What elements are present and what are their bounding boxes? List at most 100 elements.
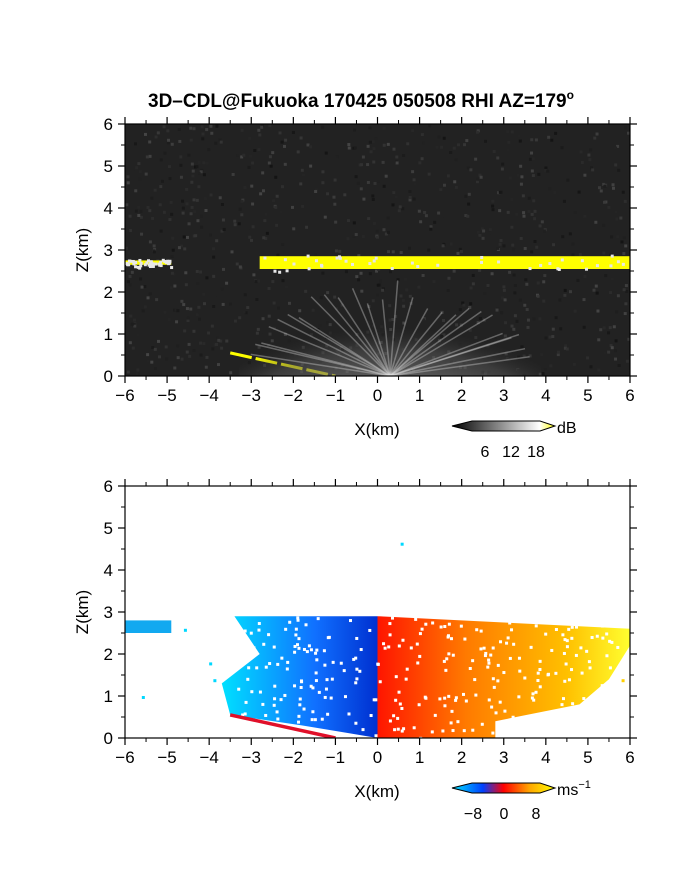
noise-pixel (135, 372, 139, 376)
gap-pixel (347, 712, 351, 716)
gap-pixel (299, 685, 303, 689)
noise-pixel (251, 225, 255, 229)
noise-pixel (624, 126, 628, 130)
noise-pixel (128, 283, 132, 287)
noise-pixel (215, 124, 219, 128)
gap-pixel (241, 713, 245, 717)
noise-pixel (208, 233, 212, 237)
gap-pixel (530, 696, 534, 700)
noise-pixel (611, 183, 615, 187)
gap-pixel (324, 687, 328, 691)
noise-pixel (454, 158, 458, 162)
noise-pixel (243, 293, 247, 297)
gap-pixel (445, 657, 449, 661)
gap-pixel (302, 647, 306, 651)
noise-pixel (205, 355, 209, 359)
gap-pixel (359, 648, 363, 652)
noise-pixel (220, 287, 224, 291)
gap-pixel (355, 636, 359, 640)
gap-pixel (300, 680, 304, 684)
noise-pixel (199, 270, 203, 274)
noise-pixel (281, 242, 285, 246)
fan-ray (389, 311, 443, 376)
cloud-speckle (410, 261, 414, 265)
noise-pixel (152, 244, 156, 248)
gap-pixel (383, 646, 387, 650)
noise-pixel (480, 227, 484, 231)
noise-pixel (219, 339, 223, 343)
noise-pixel (314, 190, 318, 194)
gap-pixel (531, 692, 535, 696)
gap-pixel (618, 676, 622, 680)
gap-pixel (508, 656, 512, 660)
noise-pixel (148, 140, 152, 144)
noise-pixel (423, 210, 427, 214)
noise-pixel (250, 184, 254, 188)
noise-pixel (357, 254, 361, 258)
noise-pixel (535, 245, 539, 249)
gap-pixel (369, 714, 373, 718)
gap-pixel (297, 646, 301, 650)
gap-pixel (264, 665, 268, 669)
noise-pixel (157, 355, 161, 359)
noise-pixel (173, 366, 177, 370)
x-tick-label: −1 (326, 386, 345, 405)
noise-pixel (464, 214, 468, 218)
cloud-speckle (168, 259, 172, 263)
noise-pixel (281, 279, 285, 283)
gap-pixel (241, 728, 245, 732)
cloud-speckle (138, 266, 142, 270)
noise-pixel (138, 170, 142, 174)
noise-pixel (251, 161, 255, 165)
noise-pixel (610, 235, 614, 239)
gap-pixel (510, 628, 514, 632)
noise-pixel (160, 179, 164, 183)
cloud-speckle (134, 261, 138, 265)
noise-pixel (139, 277, 143, 281)
gap-pixel (471, 659, 475, 663)
negative-velocity-region (221, 616, 378, 738)
noise-pixel (467, 202, 471, 206)
noise-pixel (170, 142, 174, 146)
gap-pixel (627, 673, 630, 677)
gap-pixel (443, 696, 447, 700)
noise-pixel (624, 284, 628, 288)
gap-pixel (325, 678, 329, 682)
gap-pixel (393, 728, 397, 732)
noise-pixel (241, 228, 245, 232)
noise-pixel (252, 273, 256, 277)
x-tick-label: −6 (115, 748, 134, 767)
noise-pixel (474, 157, 478, 161)
noise-pixel (151, 216, 155, 220)
noise-pixel (180, 299, 184, 303)
gap-pixel (342, 669, 346, 673)
fan-ray (323, 294, 391, 376)
gap-pixel (433, 713, 437, 717)
noise-pixel (518, 298, 522, 302)
gap-pixel (263, 726, 267, 730)
gap-pixel (588, 666, 592, 670)
noise-pixel (190, 162, 194, 166)
noise-pixel (155, 298, 159, 302)
gap-pixel (496, 663, 500, 667)
gap-pixel (257, 622, 261, 626)
gap-pixel (400, 729, 404, 733)
noise-pixel (185, 350, 189, 354)
cloud-speckle (131, 259, 135, 263)
noise-pixel (137, 205, 141, 209)
cloud-speckle (580, 259, 584, 263)
noise-pixel (482, 229, 486, 233)
cloud-speckle (610, 254, 614, 258)
noise-pixel (153, 188, 157, 192)
gap-pixel (554, 628, 558, 632)
cloud-speckle (167, 262, 171, 266)
noise-pixel (440, 145, 444, 149)
cloud-speckle (132, 262, 136, 266)
gap-pixel (471, 728, 475, 732)
noise-pixel (170, 212, 174, 216)
noise-pixel (217, 338, 221, 342)
noise-pixel (148, 240, 152, 244)
noise-pixel (153, 367, 157, 371)
noise-pixel (571, 242, 575, 246)
noise-pixel (176, 356, 180, 360)
